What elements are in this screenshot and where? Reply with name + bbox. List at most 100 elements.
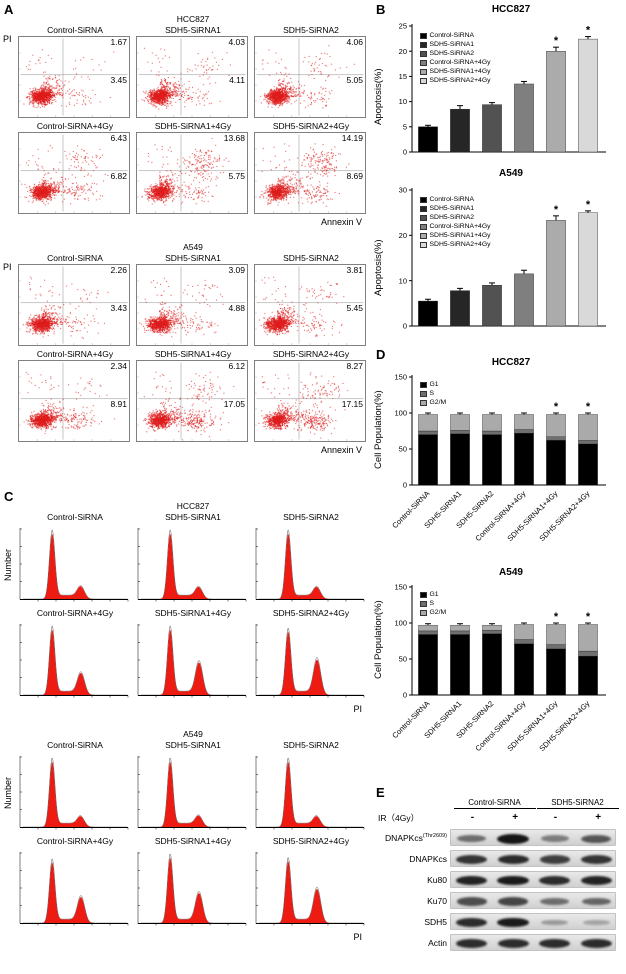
ir-sign: - [553, 812, 558, 823]
flow-scatter-plot: 3.09 4.88 [136, 264, 250, 348]
cell-cycle-histogram [136, 619, 250, 703]
histogram-canvas [254, 751, 366, 833]
protein-band [497, 833, 530, 844]
protein-band [540, 897, 570, 906]
column-header: SDH5-SiRNA2 [252, 740, 370, 751]
flow-scatter-canvas [136, 360, 248, 442]
legend: Control-SiRNA SDH5-SiRNA1 SDH5-SiRNA2 Contr… [420, 32, 491, 85]
svg-text:15: 15 [399, 72, 407, 81]
chart-body: Cell Population(%) 0 50 100 150 Control-SiRNA… [373, 579, 626, 771]
histogram-canvas [18, 523, 130, 605]
y-axis-gutter [2, 132, 16, 216]
cell-cycle-histogram [254, 847, 368, 931]
flow-scatter-plot: 14.19 8.69 [254, 132, 368, 216]
protein-band [541, 919, 569, 926]
subtitle-row: Control-SiRNA+4Gy SDH5-SiRNA1+4Gy SDH5-SiR… [2, 348, 372, 360]
legend-swatch [420, 390, 427, 397]
x-axis-label: PI [353, 932, 362, 942]
legend-label: G1 [429, 591, 439, 598]
histogram-canvas [18, 619, 130, 701]
svg-text:*: * [586, 401, 591, 413]
protein-band [581, 897, 611, 906]
chart-plot-D-HCC827: 050100150Control-SiRNASDH5-SiRNA1SDH5-Si… [390, 373, 606, 543]
y-axis-gutter: Number [2, 751, 16, 835]
svg-text:30: 30 [399, 186, 407, 195]
legend-label: Control-SiRNA+4Gy [429, 59, 491, 66]
blot-label: Actin [372, 938, 450, 948]
svg-text:*: * [554, 35, 559, 47]
legend-item: SDH5-SiRNA1+4Gy [420, 232, 491, 240]
quadrant-lower-right-value: 6.82 [110, 171, 127, 181]
blot-row: DNAPKcs(Thr2609) [372, 829, 626, 846]
legend-item: G1 [420, 381, 446, 389]
flow-scatter-canvas [18, 132, 130, 214]
flow-scatter-canvas [18, 36, 130, 118]
block-hcc827: Control-SiRNA HCC827 SDH5-SiRNA1 SDH5-SiRNA… [2, 14, 372, 228]
blot-row: Actin [372, 934, 626, 951]
blot-label: DNAPKcs(Thr2609) [372, 833, 450, 843]
plot-row: Number [2, 523, 372, 607]
histogram-canvas [254, 619, 366, 701]
panel-e-body: Control-SiRNA SDH5-SiRNA2 IR（4Gy） - + - + DNAPK… [372, 797, 626, 951]
plot-row [2, 847, 372, 931]
group-label: SDH5-SiRNA2 [536, 797, 619, 809]
legend-label: SDH5-SiRNA2+4Gy [429, 241, 491, 248]
flow-scatter-plot: 6.12 17.05 [136, 360, 250, 444]
legend-swatch [420, 41, 427, 48]
legend-label: SDH5-SiRNA2+4Gy [429, 77, 491, 84]
legend-item: SDH5-SiRNA2 [420, 50, 491, 58]
protein-band [540, 835, 569, 842]
y-axis-label: Apoptosis(%) [373, 68, 384, 126]
chart-body: Cell Population(%) 0 50 100 150 Control-SiRNA… [373, 369, 626, 561]
blot-group-headers: Control-SiRNA SDH5-SiRNA2 [372, 797, 626, 810]
blot-image [450, 892, 616, 909]
svg-text:0: 0 [403, 481, 407, 490]
cell-line-label: A549 [183, 729, 203, 739]
chart-title: A549 [499, 168, 523, 179]
plot-title: SDH5-SiRNA2 [283, 512, 339, 522]
flow-scatter-plot: 4.03 4.11 [136, 36, 250, 120]
svg-text:150: 150 [394, 583, 407, 592]
legend-label: G2/M [429, 609, 447, 616]
panel-c-body: Control-SiRNA HCC827 SDH5-SiRNA1 SDH5-SiRNA… [0, 487, 372, 943]
y-axis-label: Number [3, 777, 13, 810]
cell-line-label: HCC827 [176, 501, 210, 511]
blot-image [450, 934, 616, 951]
svg-text:*: * [554, 204, 559, 216]
y-axis-label: Apoptosis(%) [373, 239, 384, 296]
chart-D-A549: A549 Cell Population(%) 0 50 100 150 Control-S… [372, 567, 626, 771]
histogram-canvas [136, 751, 248, 833]
legend: Control-SiRNA SDH5-SiRNA1 SDH5-SiRNA2 Contr… [420, 196, 491, 249]
blot-name: DNAPKcs [385, 832, 423, 843]
plot-title: SDH5-SiRNA2+4Gy [272, 608, 350, 618]
subtitle-row: Control-SiRNA+4Gy SDH5-SiRNA1+4Gy SDH5-SiR… [2, 120, 372, 132]
cell-line-label: HCC827 [176, 14, 210, 24]
blot-name: Ku70 [427, 895, 447, 906]
column-header: Control-SiRNA [16, 512, 134, 523]
block-a549: Control-SiRNA A549 SDH5-SiRNA1 SDH5-SiRNA2 N… [2, 729, 372, 943]
plot-title: SDH5-SiRNA2+4Gy [272, 121, 350, 131]
legend-item: G2/M [420, 399, 446, 407]
y-axis-label: Number [3, 549, 13, 582]
y-axis-gutter: PI [2, 262, 16, 348]
protein-band [580, 938, 612, 949]
legend-swatch [420, 32, 427, 39]
svg-text:20: 20 [399, 47, 407, 56]
blot-name: Ku80 [427, 874, 447, 885]
panel-d-cell-population-bar-charts: D HCC827 Cell Population(%) 0 50 100 150 Contr… [372, 345, 626, 783]
legend-swatch [420, 68, 427, 75]
panel-c-label: C [4, 489, 14, 504]
plot-row [2, 619, 372, 703]
quadrant-lower-right-value: 5.45 [346, 303, 363, 313]
plot-title: SDH5-SiRNA1+4Gy [154, 836, 232, 846]
legend-item: SDH5-SiRNA2+4Gy [420, 241, 491, 249]
blot-row: DNAPKcs [372, 850, 626, 867]
flow-scatter-plot: 4.06 5.05 [254, 36, 368, 120]
y-axis-label: Cell Population(%) [373, 390, 384, 470]
legend-item: Control-SiRNA+4Gy [420, 223, 491, 231]
legend-label: SDH5-SiRNA1 [429, 41, 475, 48]
legend-label: S [429, 390, 435, 397]
legend-item: G1 [420, 591, 446, 599]
legend-swatch [420, 591, 427, 598]
plot-title: SDH5-SiRNA2 [283, 740, 339, 750]
